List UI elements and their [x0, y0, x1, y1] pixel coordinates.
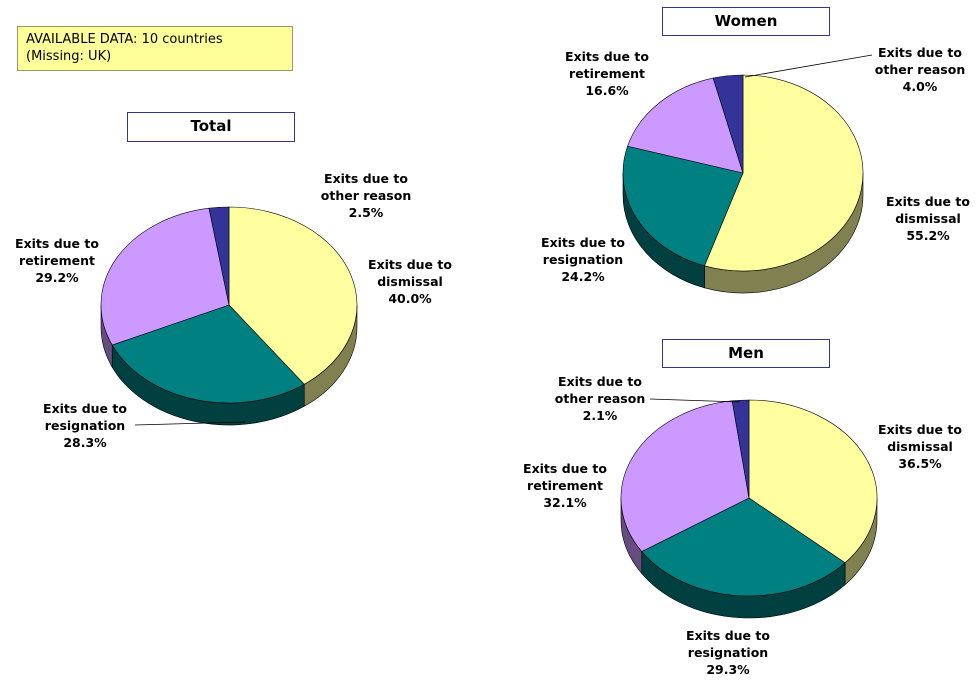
- note-line: AVAILABLE DATA: 10 countries: [26, 32, 223, 47]
- pie-slice: [712, 74, 744, 174]
- pie-slice: [627, 77, 744, 174]
- pie-slice: [620, 400, 750, 552]
- slice-label: Exits due to dismissal: [886, 194, 970, 226]
- slice-value: 2.5%: [348, 205, 384, 220]
- slice-value: 32.1%: [543, 495, 587, 510]
- leader-line: [744, 54, 873, 78]
- slice-label: Exits due to retirement: [565, 49, 649, 81]
- pie-slice: [100, 207, 230, 346]
- chart-title: Men: [662, 339, 830, 368]
- leader-line: [134, 421, 246, 426]
- slice-label: Exits due to resignation: [43, 401, 127, 433]
- chart-title: Women: [662, 7, 830, 36]
- slice-label: Exits due to retirement: [15, 236, 99, 268]
- pie-slice: [208, 206, 230, 306]
- pie-slice: [641, 497, 846, 597]
- slice-label: Exits due to dismissal: [878, 422, 962, 454]
- pie-slice: [228, 206, 358, 385]
- slice-label: Exits due to resignation: [686, 628, 770, 660]
- slice-label: Exits due to resignation: [541, 235, 625, 267]
- slice-value: 40.0%: [388, 291, 432, 306]
- slice-label: Exits due to retirement: [523, 461, 607, 493]
- slice-value: 29.3%: [706, 662, 750, 677]
- slice-value: 2.1%: [582, 408, 618, 423]
- pie-slice: [731, 399, 750, 499]
- slice-value: 4.0%: [902, 79, 938, 94]
- slice-value: 36.5%: [898, 456, 942, 471]
- slice-value: 28.3%: [63, 435, 107, 450]
- slice-label: Exits due to other reason: [874, 45, 966, 77]
- leader-line: [649, 398, 741, 403]
- note-box: AVAILABLE DATA: 10 countries (Missing: U…: [17, 26, 293, 71]
- slice-label: Exits due to other reason: [320, 171, 412, 203]
- slice-label: Exits due to dismissal: [368, 257, 452, 289]
- chart-title: Total: [127, 112, 295, 142]
- slice-value: 55.2%: [906, 228, 950, 243]
- slice-value: 24.2%: [561, 269, 605, 284]
- slice-value: 16.6%: [585, 83, 629, 98]
- note-line: (Missing: UK): [26, 49, 112, 64]
- slice-label: Exits due to other reason: [554, 374, 646, 406]
- pie-slice: [748, 399, 878, 564]
- pie-slice: [111, 304, 305, 404]
- pie-slice: [704, 74, 864, 272]
- slice-value: 29.2%: [35, 270, 79, 285]
- pie-slice: [622, 145, 744, 267]
